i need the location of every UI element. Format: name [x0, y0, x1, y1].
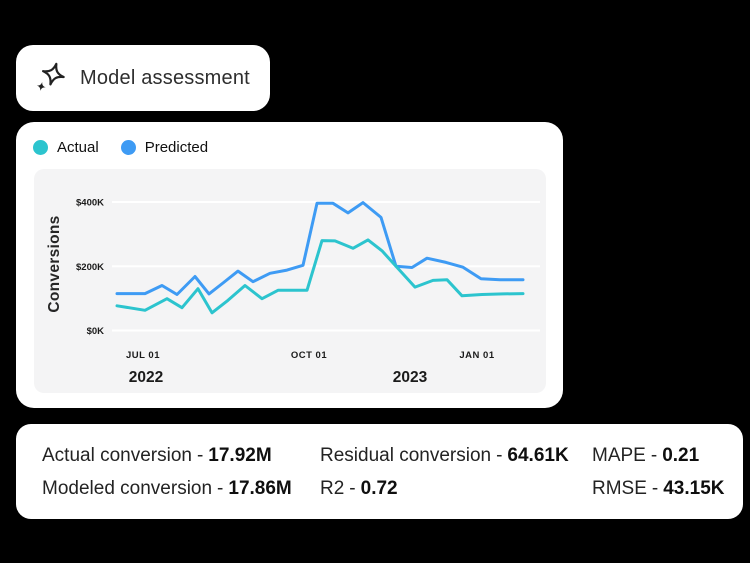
rmse-value: 43.15K	[663, 477, 725, 499]
conversions-chart[interactable]: $400K $200K $0K Conversions JUL 01 OCT 0…	[34, 169, 546, 393]
chart-card: Actual Predicted $400K $200K $0K Convers…	[16, 122, 563, 408]
x-tick-jan01: JAN 01	[459, 350, 494, 361]
predicted-line	[115, 201, 525, 296]
y-tick-0k: $0K	[87, 326, 105, 337]
y-tick-200k: $200K	[76, 262, 104, 273]
actual-conversion-value: 17.92M	[208, 444, 272, 466]
legend-item-predicted[interactable]: Predicted	[120, 139, 209, 156]
model-stats-card: Actual conversion -17.92M Residual conver…	[16, 424, 743, 519]
y-gridlines	[112, 201, 540, 332]
sparkle-icon	[33, 61, 66, 95]
stat-residual-conversion: Residual conversion -64.61K	[320, 444, 569, 466]
stat-rmse: RMSE -43.15K	[592, 477, 725, 499]
stat-actual-conversion: Actual conversion -17.92M	[42, 444, 272, 466]
model-assessment-card: Model assessment	[16, 45, 270, 111]
stat-mape: MAPE -0.21	[592, 444, 700, 466]
actual-legend-label: Actual	[57, 139, 99, 156]
residual-conversion-value: 64.61K	[507, 444, 569, 466]
year-label-2022: 2022	[129, 369, 163, 386]
actual-line	[115, 238, 525, 315]
page-title: Model assessment	[80, 66, 250, 89]
r2-value: 0.72	[360, 477, 398, 499]
chart-legend: Actual Predicted	[33, 139, 208, 156]
legend-item-actual[interactable]: Actual	[33, 139, 99, 156]
modeled-conversion-value: 17.86M	[228, 477, 292, 499]
predicted-legend-dot	[120, 140, 136, 155]
x-tick-oct01: OCT 01	[291, 350, 327, 361]
actual-legend-dot	[33, 140, 48, 155]
stat-modeled-conversion: Modeled conversion -17.86M	[42, 477, 292, 499]
stat-r2: R2-0.72	[320, 477, 398, 499]
x-tick-jul01: JUL 01	[126, 350, 160, 361]
y-axis-title: Conversions	[46, 215, 63, 312]
predicted-legend-label: Predicted	[144, 139, 209, 156]
mape-value: 0.21	[662, 444, 700, 466]
year-label-2023: 2023	[393, 369, 428, 386]
y-tick-400k: $400K	[76, 198, 104, 209]
